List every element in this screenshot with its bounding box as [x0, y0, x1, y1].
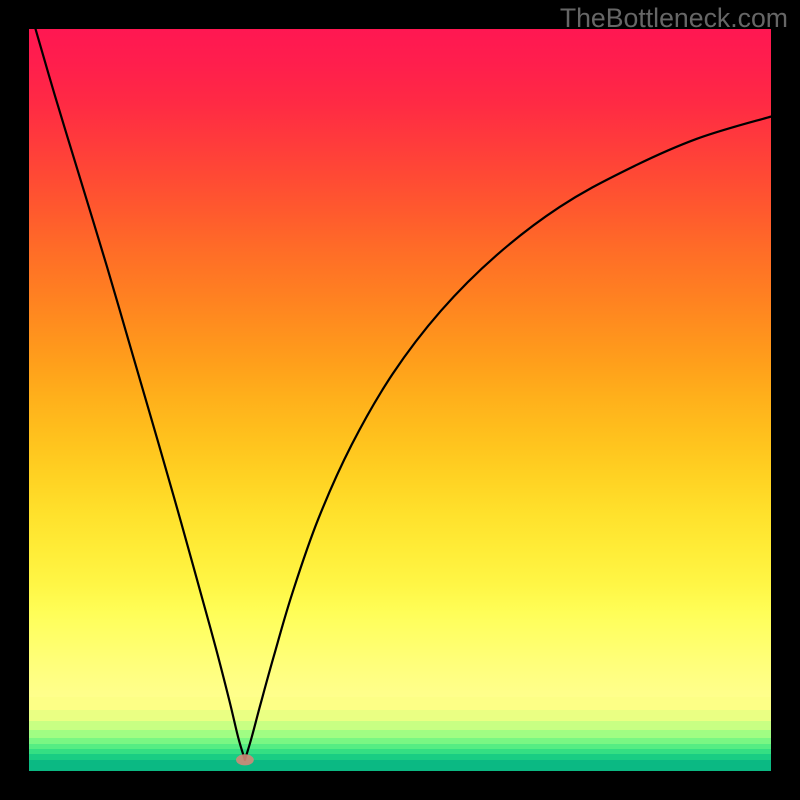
curve-svg: [29, 29, 771, 771]
plot-area: [29, 29, 771, 771]
figure-container: TheBottleneck.com: [0, 0, 800, 800]
apex-marker: [236, 754, 254, 765]
curve-left-branch: [31, 29, 245, 760]
watermark-text: TheBottleneck.com: [560, 3, 788, 34]
curve-right-branch: [245, 117, 771, 760]
